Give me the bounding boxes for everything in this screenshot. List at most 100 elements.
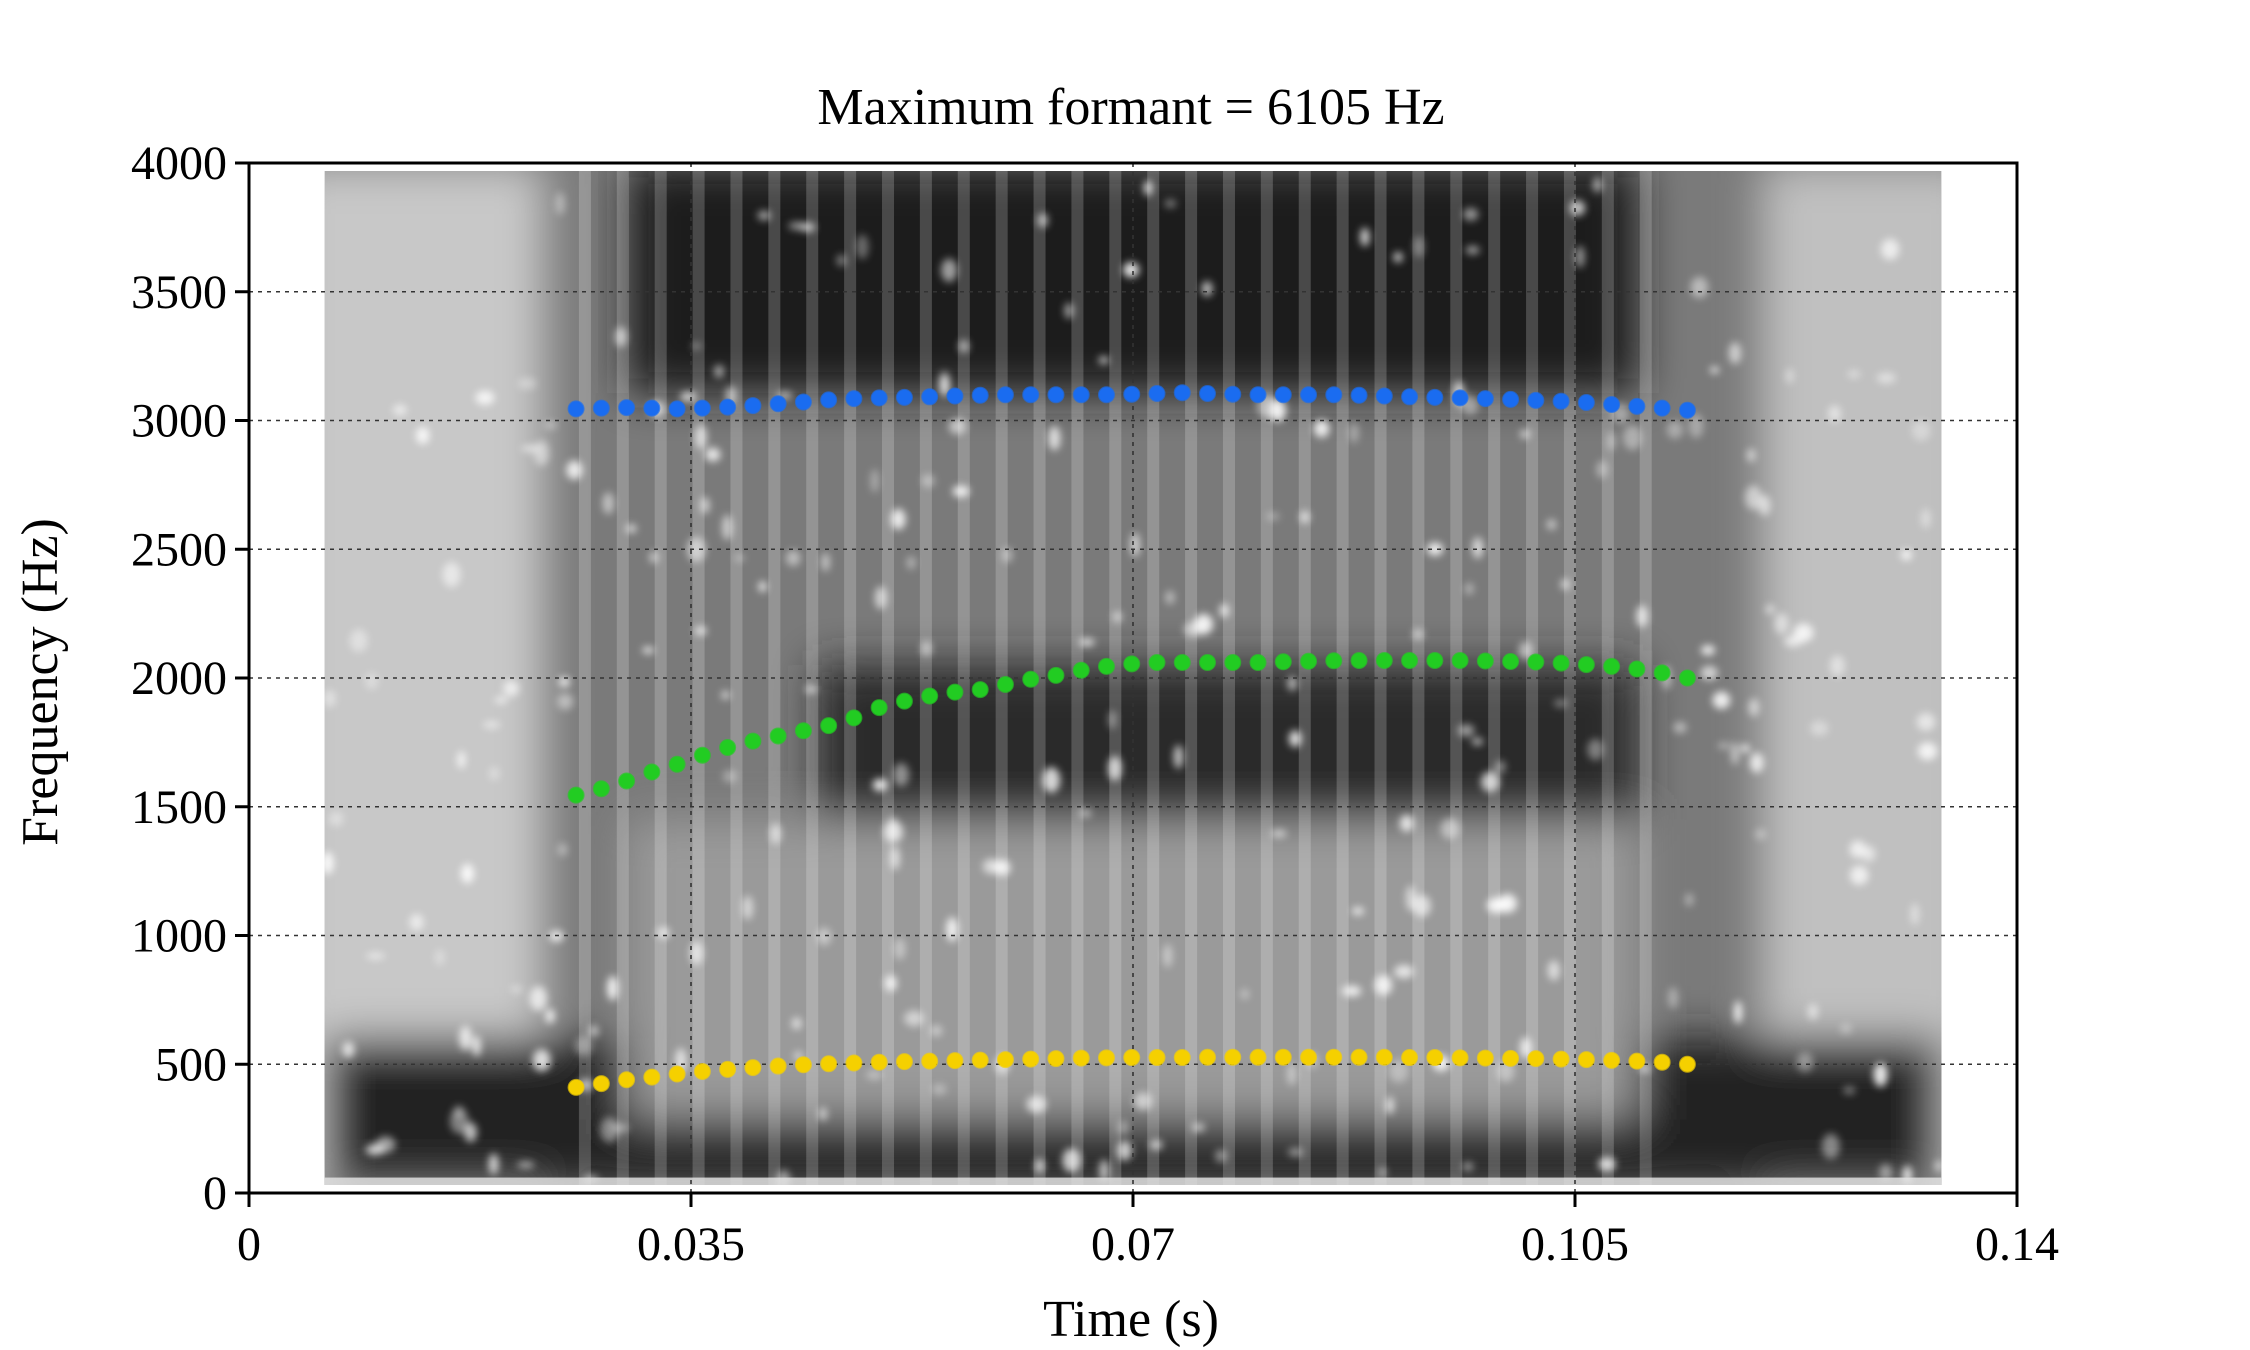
- spectrogram-spots: [324, 176, 1942, 1185]
- spot-229: [1098, 356, 1109, 364]
- pulse-16: [1185, 171, 1198, 1185]
- spot-83: [1587, 738, 1604, 761]
- spot-204: [529, 986, 548, 1011]
- spot-247: [714, 364, 724, 378]
- spot-184: [1873, 1062, 1888, 1087]
- formant-2-point-35: [1451, 651, 1469, 669]
- x-tick-label-3: 0.105: [1521, 1218, 1629, 1271]
- formant-2-point-10: [820, 717, 838, 735]
- spot-205: [324, 689, 336, 708]
- spot-137: [615, 326, 627, 347]
- spot-100: [946, 917, 959, 942]
- spot-112: [721, 690, 730, 700]
- spot-114: [890, 508, 906, 530]
- formant-1-point-41: [1603, 1051, 1621, 1069]
- chart-title: Maximum formant = 6105 Hz: [817, 79, 1444, 136]
- formant-3-point-5: [693, 399, 711, 417]
- formant-1-point-22: [1123, 1049, 1141, 1067]
- formant-series-1: [567, 1048, 1696, 1096]
- spot-236: [1471, 738, 1483, 745]
- spot-99: [602, 492, 615, 515]
- pulse-3: [692, 171, 705, 1185]
- spot-41: [1150, 1139, 1163, 1150]
- spot-256: [872, 778, 888, 792]
- spot-138: [475, 390, 495, 405]
- formant-2-point-16: [971, 681, 989, 699]
- spot-163: [1712, 691, 1731, 709]
- spot-237: [1426, 542, 1444, 556]
- y-axis-label: Frequency (Hz): [12, 518, 69, 846]
- formant-2-point-29: [1300, 652, 1318, 670]
- formant-2-point-20: [1072, 661, 1090, 679]
- formant-1-point-28: [1274, 1048, 1292, 1066]
- formant-2-point-5: [693, 746, 711, 764]
- spot-51: [1847, 370, 1861, 378]
- spot-227: [607, 975, 619, 1001]
- formant-3-point-8: [769, 395, 787, 413]
- spot-16: [1215, 1149, 1228, 1163]
- formant-3-point-38: [1527, 391, 1545, 409]
- spot-96: [1849, 865, 1869, 885]
- pulse-27: [1601, 171, 1614, 1185]
- spot-134: [791, 1017, 802, 1030]
- spot-146: [1412, 628, 1424, 640]
- formant-3-point-32: [1375, 387, 1393, 405]
- formant-1-point-19: [1047, 1050, 1065, 1068]
- x-tick-label-2: 0.07: [1091, 1218, 1175, 1271]
- formant-3-point-1: [592, 399, 610, 417]
- spot-255: [1165, 590, 1175, 605]
- spot-119: [532, 1049, 551, 1072]
- spot-17: [952, 485, 970, 497]
- formant-1-point-9: [794, 1056, 812, 1074]
- formant-3-point-40: [1577, 393, 1595, 411]
- spot-88: [932, 1083, 947, 1095]
- spot-69: [821, 552, 830, 572]
- spot-221: [1717, 742, 1731, 749]
- spot-78: [1064, 302, 1074, 319]
- spot-106: [930, 1025, 943, 1037]
- formant-1-point-29: [1300, 1048, 1318, 1066]
- spot-223: [656, 926, 670, 939]
- formant-2-point-8: [769, 727, 787, 745]
- formant-1-point-27: [1249, 1048, 1267, 1066]
- spot-143: [788, 221, 806, 230]
- spot-107: [588, 1025, 599, 1037]
- spot-72: [409, 913, 424, 931]
- spot-60: [1755, 828, 1767, 840]
- spot-19: [1916, 713, 1936, 731]
- formant-3-point-11: [845, 390, 863, 408]
- formant-2-point-3: [643, 763, 661, 781]
- formant-2-point-24: [1173, 654, 1191, 672]
- spot-36: [1026, 1095, 1047, 1113]
- spot-21: [566, 460, 583, 480]
- formant-1-point-39: [1552, 1050, 1570, 1068]
- formant-1-point-38: [1527, 1050, 1545, 1068]
- spot-82: [364, 672, 379, 690]
- spot-179: [457, 750, 466, 769]
- spot-233: [558, 677, 570, 687]
- formant-1-point-42: [1628, 1052, 1646, 1070]
- spot-251: [1399, 814, 1414, 832]
- spot-235: [805, 685, 817, 694]
- spot-71: [1462, 1162, 1474, 1171]
- spot-202: [610, 1123, 630, 1133]
- formant-3-point-3: [643, 399, 661, 417]
- spot-167: [1341, 985, 1362, 997]
- y-tick-label-2: 1000: [131, 910, 227, 963]
- formant-2-point-15: [946, 683, 964, 701]
- spot-193: [1464, 583, 1474, 595]
- formant-2-point-14: [921, 687, 939, 705]
- spot-195: [1164, 199, 1177, 208]
- spot-132: [1413, 236, 1425, 258]
- spot-190: [1828, 405, 1842, 423]
- spot-171: [1784, 635, 1803, 647]
- formant-2-point-41: [1603, 657, 1621, 675]
- spot-225: [449, 1108, 469, 1134]
- formant-1-point-7: [744, 1059, 762, 1077]
- spot-230: [1388, 1059, 1409, 1083]
- spot-53: [889, 845, 900, 871]
- formant-1-point-40: [1577, 1051, 1595, 1069]
- formant-1-point-20: [1072, 1049, 1090, 1067]
- spot-175: [1440, 818, 1460, 840]
- spot-228: [1911, 420, 1931, 441]
